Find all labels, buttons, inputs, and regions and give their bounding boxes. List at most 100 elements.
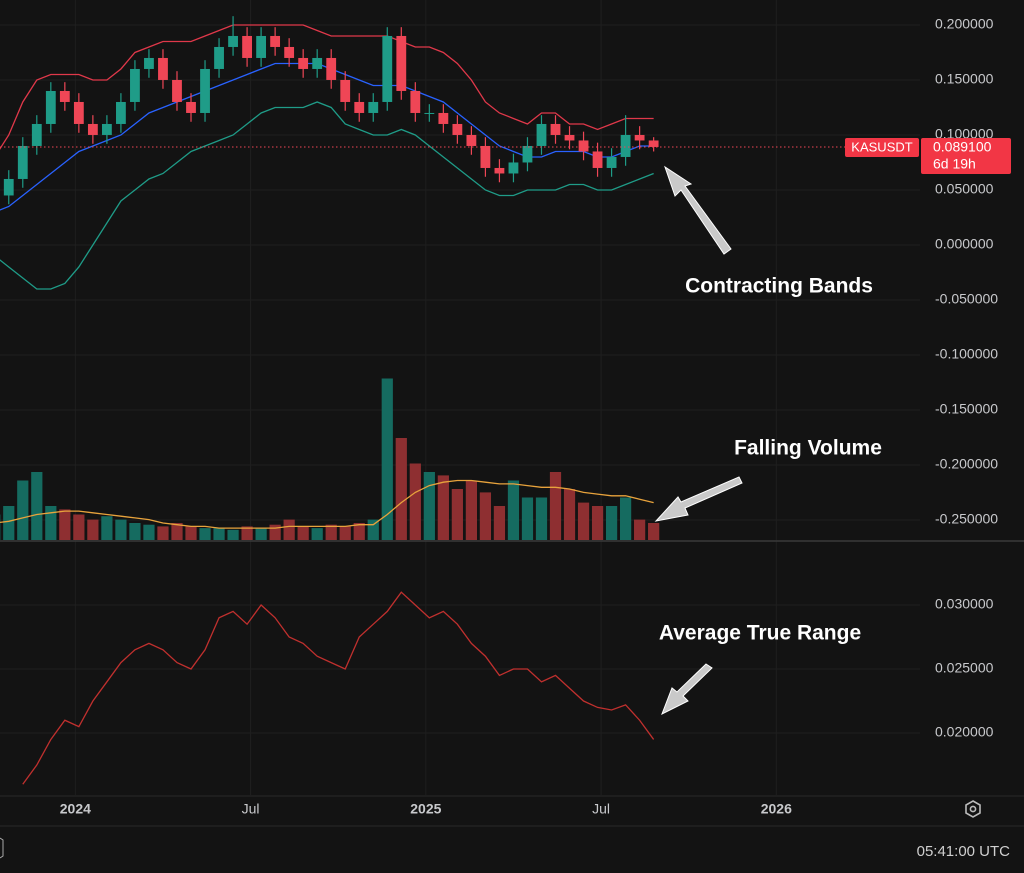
volume-bar	[521, 497, 534, 540]
volume-bar	[199, 528, 211, 540]
volume-bar	[297, 526, 309, 540]
band-line	[0, 24, 654, 150]
candle-body	[87, 123, 98, 135]
volume-bar	[45, 506, 57, 540]
y-tick-label: -0.200000	[935, 456, 998, 472]
candle-body	[550, 123, 561, 135]
volume-bar	[451, 489, 463, 540]
candle-body	[45, 90, 56, 124]
x-tick-label: Jul	[242, 801, 260, 817]
volume-bar	[87, 519, 99, 540]
band-line	[0, 62, 654, 211]
volume-bar	[619, 497, 632, 540]
candle-body	[17, 145, 28, 179]
candle-body	[410, 90, 421, 113]
y-tick-label: 0.200000	[935, 16, 994, 32]
y-tick-label: 0.150000	[935, 71, 994, 87]
x-tick-label: 2026	[761, 801, 792, 817]
volume-bar	[648, 523, 660, 540]
volume-bar	[563, 489, 576, 540]
volume-bar	[549, 472, 562, 540]
last-price: 0.089100	[933, 139, 992, 155]
candle-body	[186, 101, 196, 113]
y-tick-label: -0.150000	[935, 401, 998, 417]
candle-body	[382, 35, 393, 102]
volume-bar	[493, 506, 506, 540]
volume-bar	[465, 480, 477, 540]
volume-bar	[115, 519, 127, 540]
candle-body	[101, 123, 112, 135]
candle-body	[242, 35, 252, 58]
y-tick-label: 0.020000	[935, 724, 994, 740]
volume-bar	[213, 528, 225, 540]
countdown: 6d 19h	[933, 156, 976, 172]
candle-body	[438, 112, 449, 124]
candle-body	[592, 151, 603, 168]
y-tick-label: 0.050000	[935, 181, 994, 197]
volume-bar	[269, 524, 281, 540]
footer-time: 05:41:00 UTC	[917, 843, 1011, 860]
candle-body	[480, 145, 491, 168]
x-tick-label: 2024	[60, 801, 91, 817]
candle-body	[270, 35, 281, 47]
y-tick-label: -0.100000	[935, 346, 998, 362]
candle-body	[172, 79, 182, 102]
candle-body	[200, 68, 210, 113]
candle-body	[144, 57, 154, 69]
y-tick-label: 0.030000	[935, 596, 994, 612]
volume-bar	[395, 438, 407, 540]
volume-bar	[591, 506, 604, 540]
arrows	[654, 165, 743, 716]
candle-body	[3, 178, 14, 196]
volume-bar	[605, 506, 618, 540]
candle-body	[578, 140, 589, 152]
candle-body	[396, 35, 407, 91]
price-tag	[921, 138, 1011, 174]
volume-bar	[634, 519, 646, 540]
volume-bar	[367, 519, 379, 540]
candle-body	[452, 123, 463, 135]
candle-body	[298, 57, 309, 69]
candle-body	[116, 101, 126, 124]
candle-body	[354, 101, 365, 113]
settings-button[interactable]	[965, 800, 981, 818]
annotation: Average True Range	[659, 622, 861, 645]
axes: 0.200000 0.150000 0.100000 0.050000 0.000000…	[60, 16, 998, 817]
volume-bar	[423, 472, 435, 540]
y-tick-label: -0.250000	[935, 511, 998, 527]
candle-body	[606, 156, 617, 168]
y-tick-label: 0.000000	[935, 236, 994, 252]
candle-body	[312, 57, 323, 69]
annotation: Contracting Bands	[685, 275, 873, 298]
y-tick-label: 0.100000	[935, 126, 994, 142]
candle-body	[564, 134, 575, 141]
x-tick-label: Jul	[592, 801, 610, 817]
y-tick-label: 0.025000	[935, 660, 994, 676]
candle-body	[536, 123, 547, 146]
volume-bar	[31, 472, 43, 540]
volume-bar	[241, 526, 253, 540]
candle-body	[228, 35, 238, 47]
volume-ma	[0, 479, 654, 529]
candle-body	[73, 101, 84, 124]
volume-bar	[157, 526, 169, 540]
volume-bar	[437, 475, 449, 540]
volume-bar	[3, 506, 15, 540]
volume-bar	[577, 502, 590, 540]
symbol: KASUSDT	[851, 139, 912, 154]
band-line	[0, 101, 654, 290]
arrow	[661, 663, 713, 716]
volume-bar	[507, 480, 520, 540]
volume-bar	[535, 497, 548, 540]
volume-bar	[73, 514, 85, 540]
candle-body	[158, 57, 168, 80]
candle-body	[620, 134, 631, 157]
candle-body	[130, 68, 140, 102]
volume-bar	[353, 523, 365, 540]
candle-body	[522, 145, 533, 163]
volume-bar	[227, 529, 239, 540]
volume-bar	[101, 516, 113, 540]
volume-bar	[255, 528, 267, 540]
candle-body	[31, 123, 42, 146]
